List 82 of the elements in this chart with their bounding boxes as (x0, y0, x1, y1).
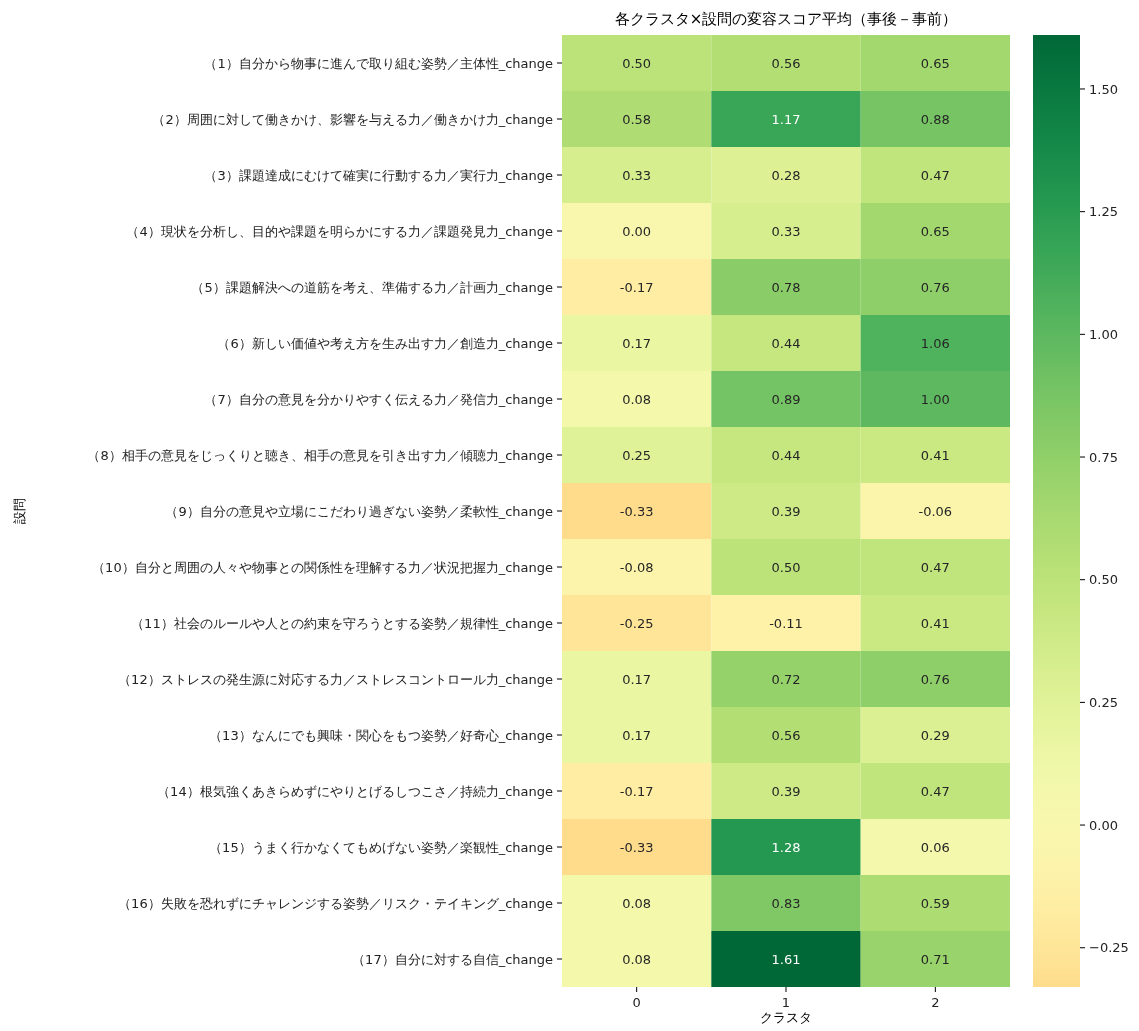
y-tick-label: （1）自分から物事に進んで取り組む姿勢／主体性_change (204, 55, 553, 71)
data-label: 0.33 (771, 223, 801, 239)
y-tick-label: （7）自分の意見を分かりやすく伝える力／発信力_change (204, 391, 553, 407)
data-label: 0.89 (771, 391, 801, 407)
data-label: 0.47 (920, 167, 950, 183)
data-label: -0.06 (918, 503, 953, 519)
data-label: 0.50 (622, 55, 652, 71)
data-label: 0.56 (771, 55, 801, 71)
data-label: 0.29 (920, 727, 950, 743)
y-axis-title: 設問 (12, 498, 27, 524)
data-label: 0.08 (622, 895, 652, 911)
data-label: -0.17 (619, 279, 654, 295)
y-tick-label: （12）ストレスの発生源に対応する力／ストレスコントロール力_change (118, 671, 553, 687)
data-label: 0.58 (622, 111, 652, 127)
y-tick-label: （8）相手の意見をじっくりと聴き、相手の意見を引き出す力／傾聴力_change (87, 447, 553, 463)
data-label: 0.08 (622, 391, 652, 407)
y-tick-label: （15）うまく行かなくてもめげない姿勢／楽観性_change (209, 839, 553, 855)
data-label: 1.17 (771, 111, 801, 127)
data-label: 0.39 (771, 783, 801, 799)
data-label: 0.39 (771, 503, 801, 519)
data-label: 0.65 (920, 223, 950, 239)
data-label: -0.17 (619, 783, 654, 799)
y-tick-label: （13）なんにでも興味・関心をもつ姿勢／好奇心_change (209, 727, 553, 743)
data-label: 0.83 (771, 895, 801, 911)
data-label: 0.50 (771, 559, 801, 575)
data-label: 1.06 (920, 335, 950, 351)
x-tick-label: 2 (931, 995, 940, 1010)
data-label: -0.08 (619, 559, 654, 575)
color-bar-label: 1.50 (1089, 81, 1118, 97)
data-label: 0.17 (622, 671, 652, 687)
data-label: 0.71 (920, 951, 950, 967)
y-tick-label: （2）周囲に対して働きかけ、影響を与える力／働きかけ力_change (152, 111, 553, 127)
data-label: 0.44 (771, 447, 801, 463)
data-label: 0.17 (622, 335, 652, 351)
color-bar-label: 0.25 (1089, 694, 1118, 710)
data-label: 1.61 (771, 951, 801, 967)
data-label: 0.78 (771, 279, 801, 295)
color-bar-label: 1.00 (1089, 326, 1118, 342)
color-bar-label: −0.25 (1089, 940, 1129, 956)
data-label: -0.33 (619, 839, 654, 855)
data-label: 0.76 (920, 671, 950, 687)
y-tick-label: （14）根気強くあきらめずにやりとげるしつこさ／持続力_change (157, 783, 553, 799)
data-label: 0.56 (771, 727, 801, 743)
data-label: -0.33 (619, 503, 654, 519)
data-label: -0.25 (619, 615, 654, 631)
data-label: 0.25 (622, 447, 652, 463)
data-label: 0.47 (920, 559, 950, 575)
color-bar-label: 1.25 (1089, 204, 1118, 220)
data-label: 0.44 (771, 335, 801, 351)
data-label: 0.08 (622, 951, 652, 967)
y-tick-label: （3）課題達成にむけて確実に行動する力／実行力_change (204, 167, 553, 183)
data-label: 0.33 (622, 167, 652, 183)
data-label: 0.06 (920, 839, 950, 855)
data-label: 0.41 (920, 447, 950, 463)
y-tick-label: （4）現状を分析し、目的や課題を明らかにする力／課題発見力_change (126, 223, 553, 239)
color-bar-label: 0.50 (1089, 572, 1118, 588)
color-bar-label: 0.75 (1089, 449, 1118, 465)
data-label: 0.17 (622, 727, 652, 743)
x-tick-label: 1 (781, 995, 791, 1010)
y-tick-label: （10）自分と周囲の人々や物事との関係性を理解する力／状況把握力_change (92, 559, 553, 575)
data-label: 0.76 (920, 279, 950, 295)
data-label: 0.88 (920, 111, 950, 127)
data-label: 0.47 (920, 783, 950, 799)
data-label: 0.41 (920, 615, 950, 631)
x-axis-title: クラスタ (760, 1010, 812, 1025)
data-label: 1.28 (771, 839, 801, 855)
y-tick-label: （16）失敗を恐れずにチャレンジする姿勢／リスク・テイキング_change (118, 895, 553, 911)
data-label: -0.11 (769, 615, 803, 631)
color-bar-label: 0.00 (1089, 817, 1118, 833)
y-tick-label: （11）社会のルールや人との約束を守ろうとする姿勢／規律性_change (131, 615, 553, 631)
y-tick-label: （9）自分の意見や立場にこだわり過ぎない姿勢／柔軟性_change (165, 503, 553, 519)
y-tick-label: （6）新しい価値や考え方を生み出す力／創造力_change (217, 335, 553, 351)
data-label: 0.28 (771, 167, 801, 183)
data-label: 1.00 (920, 391, 950, 407)
data-label: 0.65 (920, 55, 950, 71)
data-label: 0.59 (920, 895, 950, 911)
y-tick-label: （17）自分に対する自信_change (352, 951, 553, 967)
data-label: 0.72 (771, 671, 801, 687)
chart-title: 各クラスタ×設問の変容スコア平均（事後－事前） (614, 10, 958, 28)
y-tick-label: （5）課題解決への道筋を考え、準備する力／計画力_change (191, 279, 553, 295)
x-tick-label: 0 (632, 995, 641, 1010)
data-label: 0.00 (622, 223, 652, 239)
